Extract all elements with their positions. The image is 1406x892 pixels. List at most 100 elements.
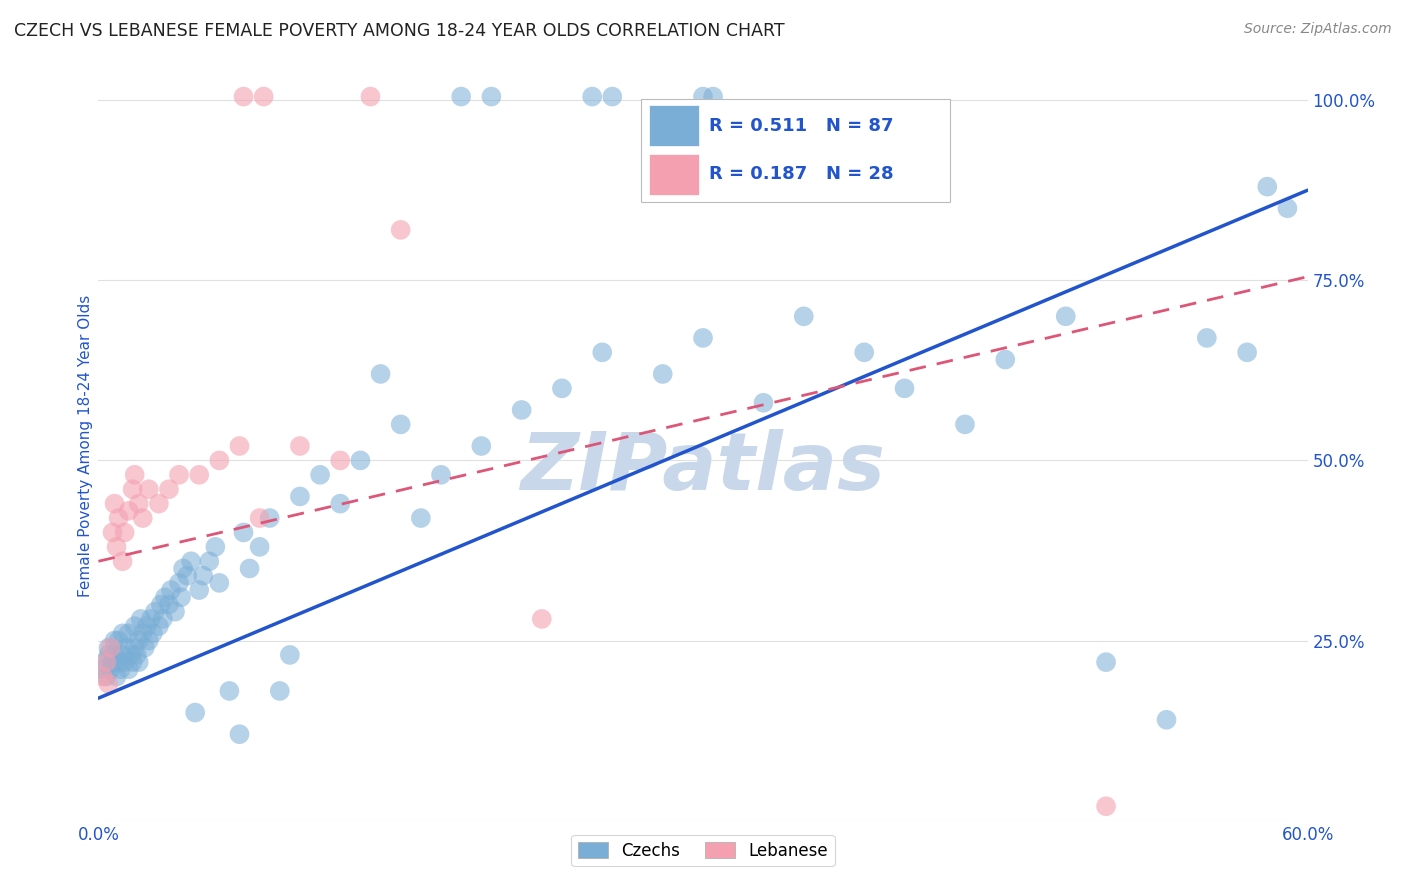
Point bbox=[143, 605, 166, 619]
Point bbox=[148, 619, 170, 633]
Point bbox=[651, 367, 673, 381]
Text: Source: ZipAtlas.com: Source: ZipAtlas.com bbox=[1244, 22, 1392, 37]
Point bbox=[103, 497, 125, 511]
Point bbox=[1156, 713, 1178, 727]
Point bbox=[204, 540, 226, 554]
Point bbox=[853, 345, 876, 359]
Point bbox=[228, 727, 250, 741]
Point bbox=[1277, 201, 1299, 215]
Point bbox=[329, 497, 352, 511]
Point bbox=[278, 648, 301, 662]
Point bbox=[96, 655, 118, 669]
Point bbox=[389, 417, 412, 432]
Point bbox=[121, 655, 143, 669]
Point bbox=[97, 640, 120, 655]
FancyBboxPatch shape bbox=[648, 105, 699, 146]
Point bbox=[148, 497, 170, 511]
Text: ZIPatlas: ZIPatlas bbox=[520, 429, 886, 508]
Point bbox=[702, 89, 724, 103]
Text: R = 0.187   N = 28: R = 0.187 N = 28 bbox=[709, 165, 894, 184]
Point bbox=[114, 655, 136, 669]
Point bbox=[121, 482, 143, 496]
Point bbox=[1054, 310, 1077, 324]
Text: R = 0.511   N = 87: R = 0.511 N = 87 bbox=[709, 117, 894, 135]
Point bbox=[132, 511, 155, 525]
Point bbox=[591, 345, 613, 359]
Point bbox=[170, 591, 193, 605]
FancyBboxPatch shape bbox=[641, 99, 949, 202]
Point bbox=[180, 554, 202, 568]
Point bbox=[249, 511, 271, 525]
Point bbox=[139, 612, 162, 626]
Point bbox=[105, 540, 128, 554]
Point bbox=[309, 467, 332, 482]
Point bbox=[239, 561, 262, 575]
Point bbox=[1236, 345, 1258, 359]
Point bbox=[530, 612, 553, 626]
Point bbox=[288, 439, 311, 453]
Point bbox=[1256, 179, 1278, 194]
Point bbox=[176, 568, 198, 582]
Point bbox=[752, 396, 775, 410]
Point bbox=[198, 554, 221, 568]
Point bbox=[124, 619, 146, 633]
Point bbox=[132, 626, 155, 640]
Point bbox=[107, 633, 129, 648]
Point bbox=[138, 633, 160, 648]
Point bbox=[994, 352, 1017, 367]
Legend: Czechs, Lebanese: Czechs, Lebanese bbox=[571, 835, 835, 866]
FancyBboxPatch shape bbox=[648, 153, 699, 195]
Point bbox=[128, 655, 150, 669]
Point bbox=[96, 669, 118, 683]
Point bbox=[107, 511, 129, 525]
Point bbox=[389, 223, 412, 237]
Point bbox=[135, 619, 157, 633]
Point bbox=[228, 439, 250, 453]
Point bbox=[953, 417, 976, 432]
Point bbox=[167, 467, 190, 482]
Point bbox=[470, 439, 492, 453]
Point bbox=[692, 331, 714, 345]
Text: CZECH VS LEBANESE FEMALE POVERTY AMONG 18-24 YEAR OLDS CORRELATION CHART: CZECH VS LEBANESE FEMALE POVERTY AMONG 1… bbox=[14, 22, 785, 40]
Point bbox=[105, 669, 128, 683]
Point bbox=[111, 648, 134, 662]
Point bbox=[253, 89, 276, 103]
Point bbox=[269, 684, 291, 698]
Point bbox=[409, 511, 432, 525]
Point bbox=[128, 497, 150, 511]
Point bbox=[129, 612, 152, 626]
Point bbox=[115, 640, 138, 655]
Point bbox=[103, 633, 125, 648]
Point bbox=[93, 655, 115, 669]
Point bbox=[481, 89, 503, 103]
Point bbox=[142, 626, 165, 640]
Point bbox=[111, 554, 134, 568]
Point bbox=[152, 612, 174, 626]
Point bbox=[124, 467, 146, 482]
Point bbox=[163, 605, 186, 619]
Point bbox=[329, 453, 352, 467]
Point bbox=[149, 598, 172, 612]
Point bbox=[97, 648, 120, 662]
Point bbox=[1095, 799, 1118, 814]
Point bbox=[134, 640, 156, 655]
Point bbox=[288, 490, 311, 504]
Point bbox=[188, 467, 211, 482]
Point bbox=[91, 669, 114, 683]
Point bbox=[188, 583, 211, 598]
Point bbox=[101, 525, 124, 540]
Point bbox=[184, 706, 207, 720]
Point bbox=[107, 655, 129, 669]
Point bbox=[138, 482, 160, 496]
Point bbox=[349, 453, 371, 467]
Point bbox=[249, 540, 271, 554]
Point bbox=[232, 525, 254, 540]
Point bbox=[125, 648, 148, 662]
Point bbox=[692, 89, 714, 103]
Point bbox=[430, 467, 453, 482]
Point bbox=[120, 648, 142, 662]
Point bbox=[793, 310, 815, 324]
Point bbox=[103, 648, 125, 662]
Point bbox=[1095, 655, 1118, 669]
Point bbox=[101, 655, 124, 669]
